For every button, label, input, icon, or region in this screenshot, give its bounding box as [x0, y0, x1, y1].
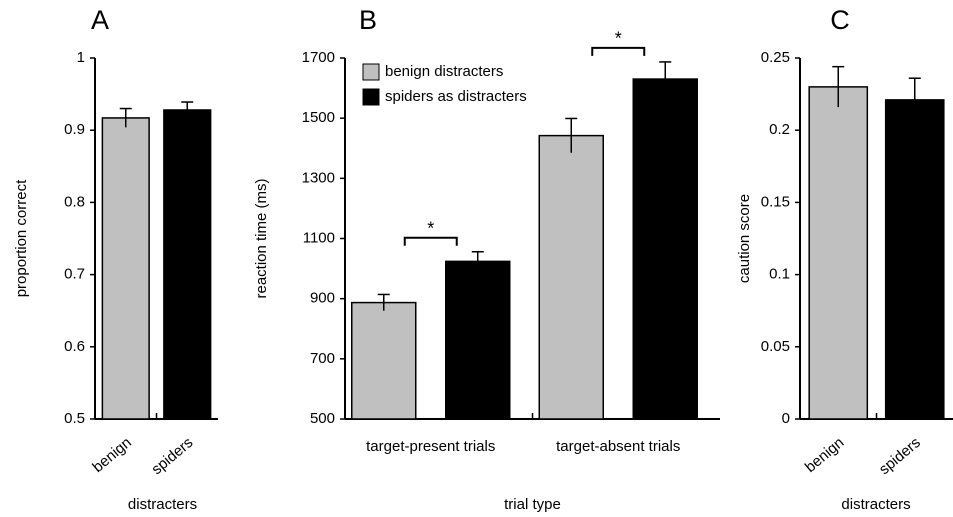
panel-label: C: [830, 5, 850, 35]
bar: [632, 78, 698, 420]
bar: [884, 99, 945, 420]
y-tick-label: 500: [310, 410, 335, 427]
bar: [445, 260, 511, 420]
x-tick-label: spiders: [876, 434, 924, 478]
y-axis-label: reaction time (ms): [253, 178, 270, 298]
significance-bracket: [591, 46, 646, 56]
y-tick-label: 0.1: [769, 266, 790, 283]
x-tick-label: spiders: [148, 434, 196, 478]
panel-label: A: [91, 5, 109, 35]
y-tick-label: 0.25: [761, 49, 790, 66]
x-tick-label: benign: [802, 434, 847, 476]
significance-bracket: [403, 236, 458, 246]
legend-label: benign distracters: [385, 63, 503, 80]
x-axis-label: trial type: [504, 496, 561, 513]
legend-label: spiders as distracters: [385, 88, 527, 105]
y-tick-label: 1: [77, 49, 85, 66]
bar: [808, 86, 869, 420]
y-tick-label: 0.9: [64, 121, 85, 138]
significance-label: *: [615, 29, 622, 49]
bar: [163, 109, 212, 420]
y-axis-label: caution score: [736, 194, 753, 283]
x-tick-label: benign: [89, 434, 134, 476]
y-tick-label: 0.2: [769, 121, 790, 138]
x-axis-label: distracters: [841, 496, 910, 513]
panel-label: B: [359, 5, 377, 35]
y-tick-label: 700: [310, 350, 335, 367]
y-tick-label: 0.8: [64, 193, 85, 210]
y-tick-label: 0.15: [761, 193, 790, 210]
bar: [101, 117, 150, 420]
y-tick-label: 1300: [302, 169, 335, 186]
y-tick-label: 0: [782, 410, 790, 427]
legend-swatch: [362, 88, 380, 106]
bar: [538, 134, 604, 420]
x-axis-label: distracters: [128, 496, 197, 513]
bar: [351, 301, 417, 420]
y-tick-label: 0.7: [64, 266, 85, 283]
y-tick-label: 1700: [302, 49, 335, 66]
significance-label: *: [427, 218, 434, 238]
x-tick-label: target-present trials: [366, 438, 495, 455]
y-tick-label: 900: [310, 290, 335, 307]
y-tick-label: 0.5: [64, 410, 85, 427]
x-tick-label: target-absent trials: [556, 438, 680, 455]
y-tick-label: 0.05: [761, 338, 790, 355]
y-tick-label: 1100: [303, 229, 335, 246]
y-tick-label: 0.6: [64, 338, 85, 355]
legend-swatch: [362, 63, 380, 81]
y-axis-label: proportion correct: [13, 179, 30, 297]
y-tick-label: 1500: [302, 109, 335, 126]
